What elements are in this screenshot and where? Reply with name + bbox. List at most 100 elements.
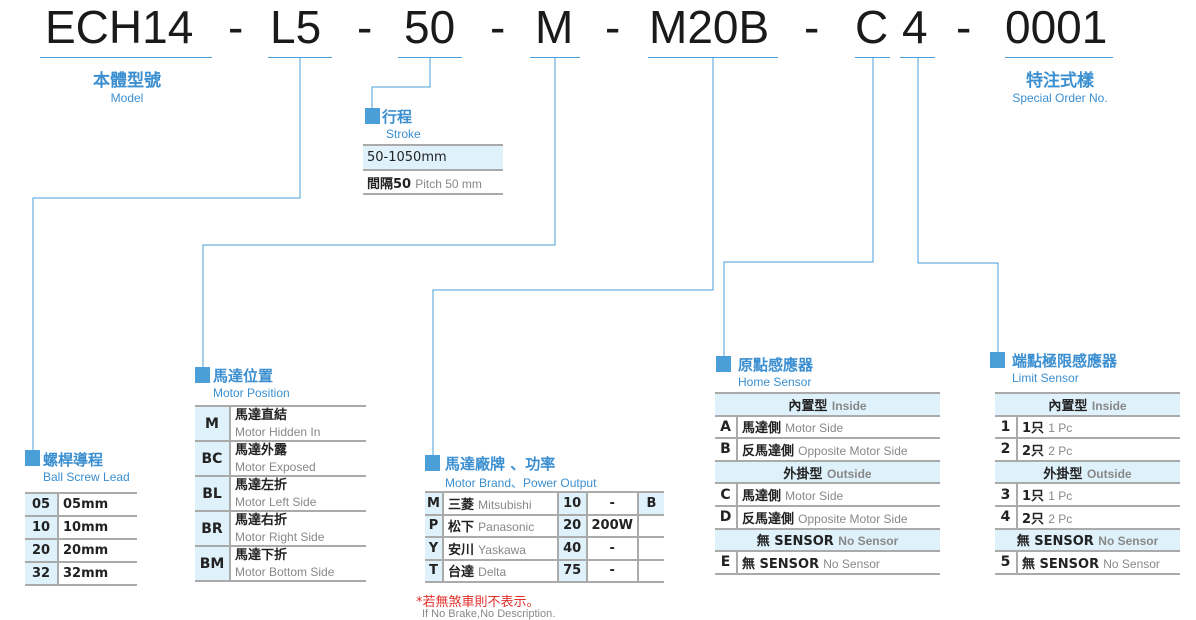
sensor-code: 3 [995, 483, 1018, 507]
underline [398, 57, 462, 58]
label-en: Outside [826, 466, 872, 481]
table-row: 內置型 Inside [995, 392, 1180, 417]
position-label: 馬達位置 Motor Position [213, 367, 290, 400]
brake-note: *若無煞車則不表示。 [416, 595, 540, 610]
underline [855, 57, 890, 58]
table-row: 4 2只 2 Pc [995, 505, 1180, 530]
brand-code: Y [425, 537, 444, 561]
lead-code: 32 [25, 562, 59, 586]
brand-name: 松下 Panasonic [443, 514, 559, 538]
limit-label: 端點極限感應器 Limit Sensor [1012, 352, 1118, 385]
label-en: Motor Right Side [235, 529, 325, 544]
label-en: Motor Hidden In [235, 424, 321, 439]
stroke-label: 行程 Stroke [382, 108, 421, 141]
label-zh: 外掛型 [1043, 466, 1083, 482]
code-dash: - [804, 1, 820, 53]
power-value: - [586, 537, 640, 561]
underline [1005, 57, 1113, 58]
label-zh: 2只 [1022, 443, 1045, 459]
label-zh: 馬達下折 [235, 547, 288, 563]
label-zh: 反馬達側 [742, 443, 795, 459]
table-row: 32 32mm [25, 562, 137, 586]
underline [648, 57, 778, 58]
section-marker [990, 352, 1005, 368]
lead-value: 10mm [58, 516, 137, 540]
code-dash: - [490, 1, 506, 53]
section-marker [716, 356, 731, 372]
label-zh: 無 SENSOR [756, 534, 834, 550]
brand-name: 安川 Yaskawa [443, 537, 559, 561]
label-en: Motor Left Side [235, 494, 317, 509]
code-limit-sensor: 4 [902, 1, 928, 53]
power-code: 75 [557, 559, 588, 583]
table-row: M 馬達直結 Motor Hidden In [195, 405, 366, 442]
label-en: Motor Side [785, 489, 844, 504]
label-en: No Sensor [823, 556, 880, 571]
brake-empty [638, 537, 664, 561]
underline [530, 57, 580, 58]
table-row: BR 馬達右折 Motor Right Side [195, 511, 366, 547]
brake-code: B [638, 491, 664, 516]
label-zh: 1只 [1022, 489, 1045, 505]
position-table: M 馬達直結 Motor Hidden In BC 馬達外露 Motor Expos… [195, 405, 366, 582]
code-home-sensor: C [855, 1, 889, 53]
label-en: Yaskawa [478, 542, 526, 557]
sensor-code: 5 [995, 551, 1018, 575]
code-dash: - [605, 1, 621, 53]
brake-note-en: If No Brake,No Description. [422, 608, 556, 620]
sensor-desc: 1只 1 Pc [1017, 415, 1180, 440]
sensor-desc: 馬達側 Motor Side [737, 415, 940, 440]
position-code: BL [195, 476, 231, 512]
home-label: 原點感應器 Home Sensor [738, 356, 814, 389]
label-zh: 馬達直結 [235, 407, 288, 423]
brand-name: 三菱 Mitsubishi [443, 491, 559, 516]
table-row: A 馬達側 Motor Side [715, 415, 940, 440]
table-row: 1 1只 1 Pc [995, 415, 1180, 440]
label-zh: 台達 [448, 565, 475, 581]
label-zh: 內置型 [1048, 398, 1088, 414]
label-en: Opposite Motor Side [798, 511, 908, 526]
table-row: 無 SENSOR No Sensor [995, 528, 1180, 553]
table-row: B 反馬達側 Opposite Motor Side [715, 438, 940, 462]
label-en: Mitsubishi [478, 497, 532, 512]
sensor-code: B [715, 438, 738, 462]
power-code: 10 [557, 491, 588, 516]
label-en: Motor Exposed [235, 459, 316, 474]
label-en: Motor Side [785, 421, 844, 436]
table-row: BC 馬達外露 Motor Exposed [195, 441, 366, 477]
underline [900, 57, 935, 58]
label-zh: 2只 [1022, 511, 1045, 527]
power-value: 200W [586, 514, 640, 538]
table-row: 10 10mm [25, 516, 137, 540]
table-row: 2 2只 2 Pc [995, 438, 1180, 462]
table-row: 外掛型 Outside [995, 460, 1180, 485]
label-zh: 安川 [448, 542, 475, 558]
lead-code: 20 [25, 539, 59, 563]
code-special: 0001 [1005, 1, 1108, 53]
table-row: P 松下 Panasonic 20 200W [425, 514, 664, 538]
sensor-desc: 1只 1 Pc [1017, 483, 1180, 507]
label-en: Panasonic [478, 520, 535, 535]
code-dash: - [228, 1, 244, 53]
label-zh: 馬達側 [742, 421, 782, 437]
table-row: BL 馬達左折 Motor Left Side [195, 476, 366, 512]
label-zh: 松下 [448, 520, 475, 536]
section-marker [195, 367, 210, 383]
group-header: 內置型 Inside [715, 392, 940, 417]
position-desc: 馬達下折 Motor Bottom Side [230, 546, 366, 582]
section-marker [365, 108, 380, 124]
sensor-desc: 反馬達側 Opposite Motor Side [737, 438, 940, 462]
label-en: Inside [1091, 398, 1127, 413]
label-en: Inside [831, 398, 867, 413]
brand-table: M 三菱 Mitsubishi 10- B P 松下 Panasonic 20 200W Y… [425, 491, 664, 583]
underline [40, 57, 212, 58]
code-stroke: 50 [404, 1, 456, 53]
section-marker [25, 450, 40, 466]
brand-code: T [425, 559, 444, 583]
group-header: 無 SENSOR No Sensor [715, 528, 940, 553]
stroke-table: 50-1050mm 間隔50 Pitch 50 mm [363, 144, 503, 195]
label-en: Outside [1086, 466, 1132, 481]
brand-name: 台達 Delta [443, 559, 559, 583]
sensor-desc: 馬達側 Motor Side [737, 483, 940, 507]
